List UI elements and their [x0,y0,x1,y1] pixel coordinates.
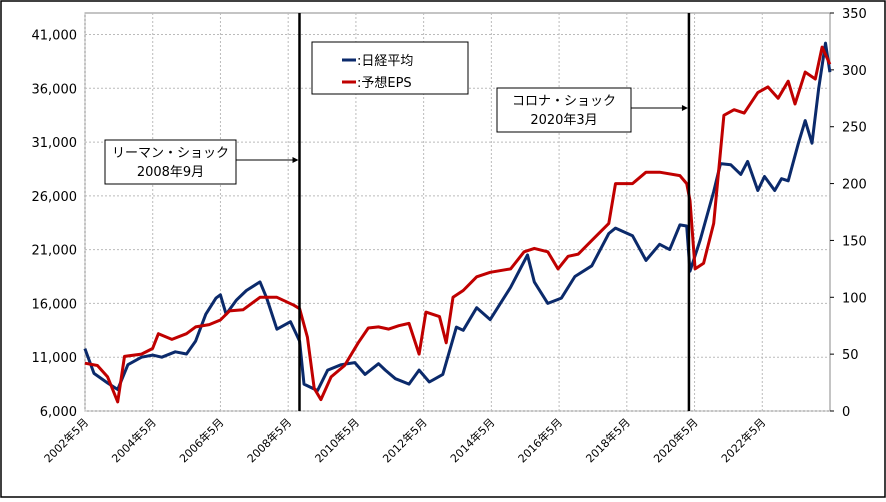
y-tick-label: 16,000 [32,297,78,312]
arrow-head [681,105,688,111]
annotation-text: リーマン・ショック [112,146,229,161]
arrow-head [292,157,299,163]
y-tick-label: 41,000 [32,29,78,44]
y2-tick-label: 300 [842,64,867,79]
annotation-text: コロナ・ショック [512,94,616,109]
y2-tick-label: 200 [842,178,867,193]
series-line [83,41,832,393]
y-tick-label: 6,000 [40,405,77,420]
series-line [84,45,832,404]
y-tick-label: 26,000 [32,190,78,205]
y2-tick-label: 250 [842,121,867,136]
y2-tick-label: 50 [842,348,859,363]
y-tick-label: 31,000 [32,136,78,151]
annotation-text: 2020年3月 [530,113,597,128]
y2-tick-label: 100 [842,291,867,306]
annotation-box [104,139,237,185]
legend-label: :予想EPS [357,75,412,91]
y-tick-label: 36,000 [32,82,78,97]
y-tick-label: 11,000 [32,351,78,366]
y2-tick-label: 150 [842,234,867,249]
y2-tick-label: 0 [842,405,850,420]
annotation-box [496,87,632,133]
legend-box [311,41,469,95]
y-tick-label: 21,000 [32,244,78,259]
y2-tick-label: 350 [842,7,867,22]
annotation-text: 2008年9月 [137,165,204,180]
legend-label: :日経平均 [357,54,413,69]
